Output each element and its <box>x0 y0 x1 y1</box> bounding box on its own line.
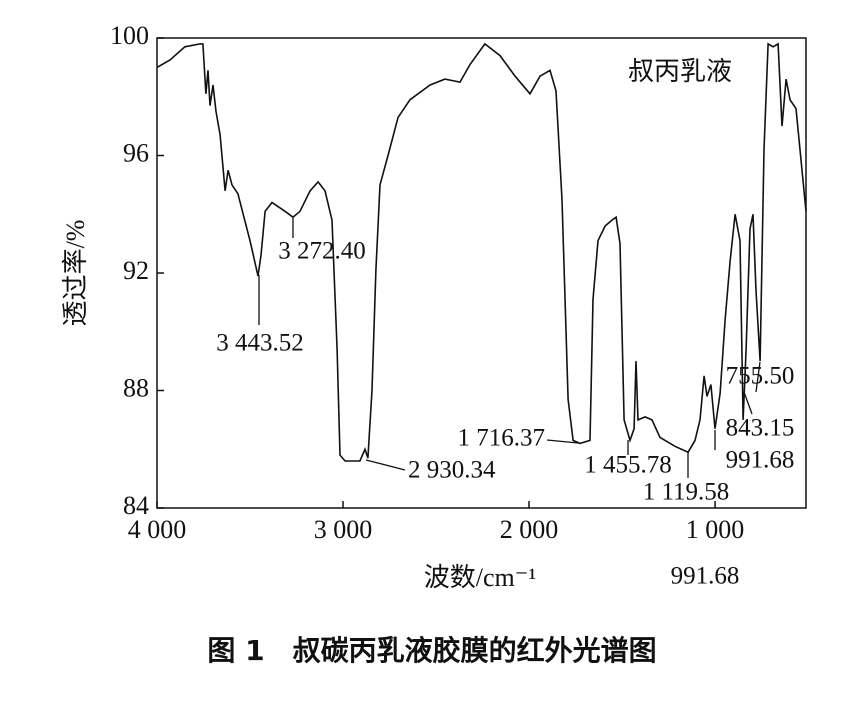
y-tick-label: 96 <box>123 138 149 167</box>
x-tick-label: 2 000 <box>500 515 559 544</box>
y-tick-label: 84 <box>123 491 149 520</box>
legend-label: 叔丙乳液 <box>628 57 732 86</box>
leader-line <box>546 439 579 444</box>
annotation: 843.15 <box>726 415 795 442</box>
leader-line <box>743 391 753 415</box>
caption: 图 1 叔碳丙乳液胶膜的红外光谱图 <box>207 634 656 667</box>
y-tick-label: 92 <box>123 256 149 285</box>
x-tick-label: 1 000 <box>686 515 745 544</box>
leader-line <box>755 361 761 393</box>
y-axis-label: 透过率/% <box>61 220 90 327</box>
annotation: 991.68 <box>726 447 795 474</box>
x-tick-label: 4 000 <box>128 515 187 544</box>
x-axis-label: 波数/cm⁻¹ <box>424 563 537 592</box>
annotation: 1 455.78 <box>584 452 672 479</box>
annotation: 3 272.40 <box>278 238 366 265</box>
annotation: 755.50 <box>726 363 795 390</box>
annotation: 991.68 <box>671 563 740 590</box>
annotation: 3 443.52 <box>216 330 304 357</box>
spectrum-line <box>156 42 807 462</box>
annotation: 1 119.58 <box>643 479 730 506</box>
leader-line <box>365 459 406 471</box>
annotation: 2 930.34 <box>408 457 496 484</box>
annotation: 1 716.37 <box>458 425 546 452</box>
y-tick-label: 88 <box>123 373 149 402</box>
y-tick-label: 100 <box>110 21 149 50</box>
x-tick-label: 3 000 <box>314 515 373 544</box>
